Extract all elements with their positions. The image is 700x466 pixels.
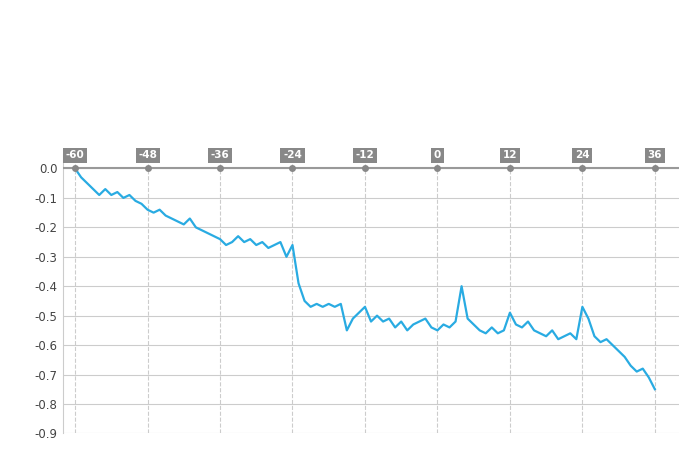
Text: 36: 36 xyxy=(648,150,662,160)
Text: 0: 0 xyxy=(434,150,441,160)
Text: -24: -24 xyxy=(283,150,302,160)
Text: Monthly Cumulative Abnormal Stock Return (CAR): Monthly Cumulative Abnormal Stock Return… xyxy=(163,61,537,74)
Text: -48: -48 xyxy=(138,150,157,160)
Text: -12: -12 xyxy=(356,150,375,160)
Text: 12: 12 xyxy=(503,150,517,160)
Text: -60: -60 xyxy=(66,150,85,160)
Text: around Succession of Chinese Family Firms: around Succession of Chinese Family Firm… xyxy=(189,95,511,108)
Text: 24: 24 xyxy=(575,150,589,160)
Text: -36: -36 xyxy=(211,150,230,160)
